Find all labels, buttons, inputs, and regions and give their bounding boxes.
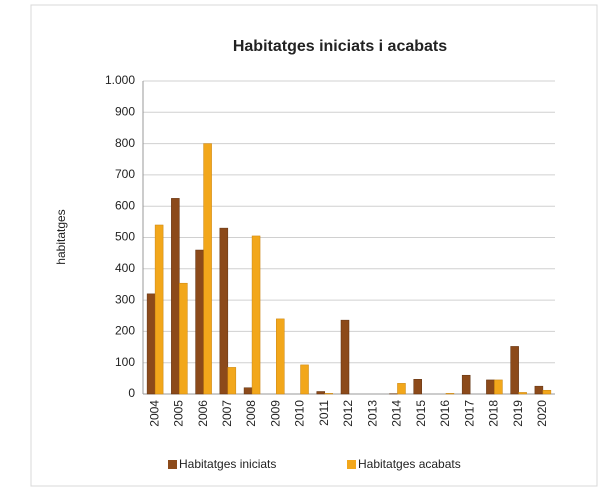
bar [179, 283, 187, 394]
x-tick-label: 2013 [365, 400, 379, 427]
bar [317, 391, 325, 394]
x-tick-label: 2006 [196, 400, 210, 427]
x-tick-label: 2004 [147, 400, 161, 427]
bar [244, 388, 252, 394]
bar [171, 198, 179, 394]
x-tick-label: 2008 [244, 400, 258, 427]
bar [276, 319, 284, 394]
x-tick-label: 2007 [220, 400, 234, 427]
y-tick-label: 300 [115, 292, 135, 306]
y-axis-label: habitatges [54, 209, 68, 264]
bar [535, 386, 543, 394]
bar [220, 228, 228, 394]
bar [511, 346, 519, 394]
chart-title: Habitatges iniciats i acabats [233, 38, 447, 55]
bar [228, 367, 236, 394]
x-tick-label: 2015 [414, 400, 428, 427]
x-tick-label: 2020 [535, 400, 549, 427]
legend-swatch [168, 460, 177, 469]
x-tick-label: 2017 [462, 400, 476, 427]
y-tick-label: 900 [115, 104, 135, 118]
y-tick-label: 100 [115, 355, 135, 369]
bar [147, 294, 155, 394]
x-tick-label: 2005 [172, 400, 186, 427]
x-tick-label: 2011 [317, 400, 331, 426]
bar [155, 225, 163, 394]
bar [462, 375, 470, 394]
bar [341, 320, 349, 394]
y-tick-label: 500 [115, 230, 135, 244]
bar [494, 380, 502, 394]
bar [325, 393, 333, 394]
bar [204, 144, 212, 394]
bar [414, 379, 422, 394]
bar [252, 236, 260, 394]
legend-swatch [347, 460, 356, 469]
y-tick-label: 1.000 [105, 73, 135, 87]
bar [301, 365, 309, 394]
bar [486, 380, 494, 394]
y-tick-label: 0 [128, 386, 135, 400]
bar [196, 250, 204, 394]
bar [519, 392, 527, 394]
bar [397, 383, 405, 394]
legend-label: Habitatges acabats [358, 457, 461, 471]
y-tick-label: 200 [115, 324, 135, 338]
x-tick-label: 2010 [293, 400, 307, 427]
x-tick-label: 2018 [487, 400, 501, 427]
y-tick-label: 400 [115, 261, 135, 275]
y-tick-label: 700 [115, 167, 135, 181]
x-tick-label: 2014 [390, 400, 404, 427]
bar [446, 393, 454, 394]
x-tick-label: 2009 [268, 400, 282, 427]
bar [543, 390, 551, 394]
legend-label: Habitatges iniciats [179, 457, 276, 471]
y-tick-label: 600 [115, 198, 135, 212]
y-tick-label: 800 [115, 136, 135, 150]
x-tick-label: 2019 [511, 400, 525, 427]
x-tick-label: 2016 [438, 400, 452, 427]
x-tick-label: 2012 [341, 400, 355, 427]
